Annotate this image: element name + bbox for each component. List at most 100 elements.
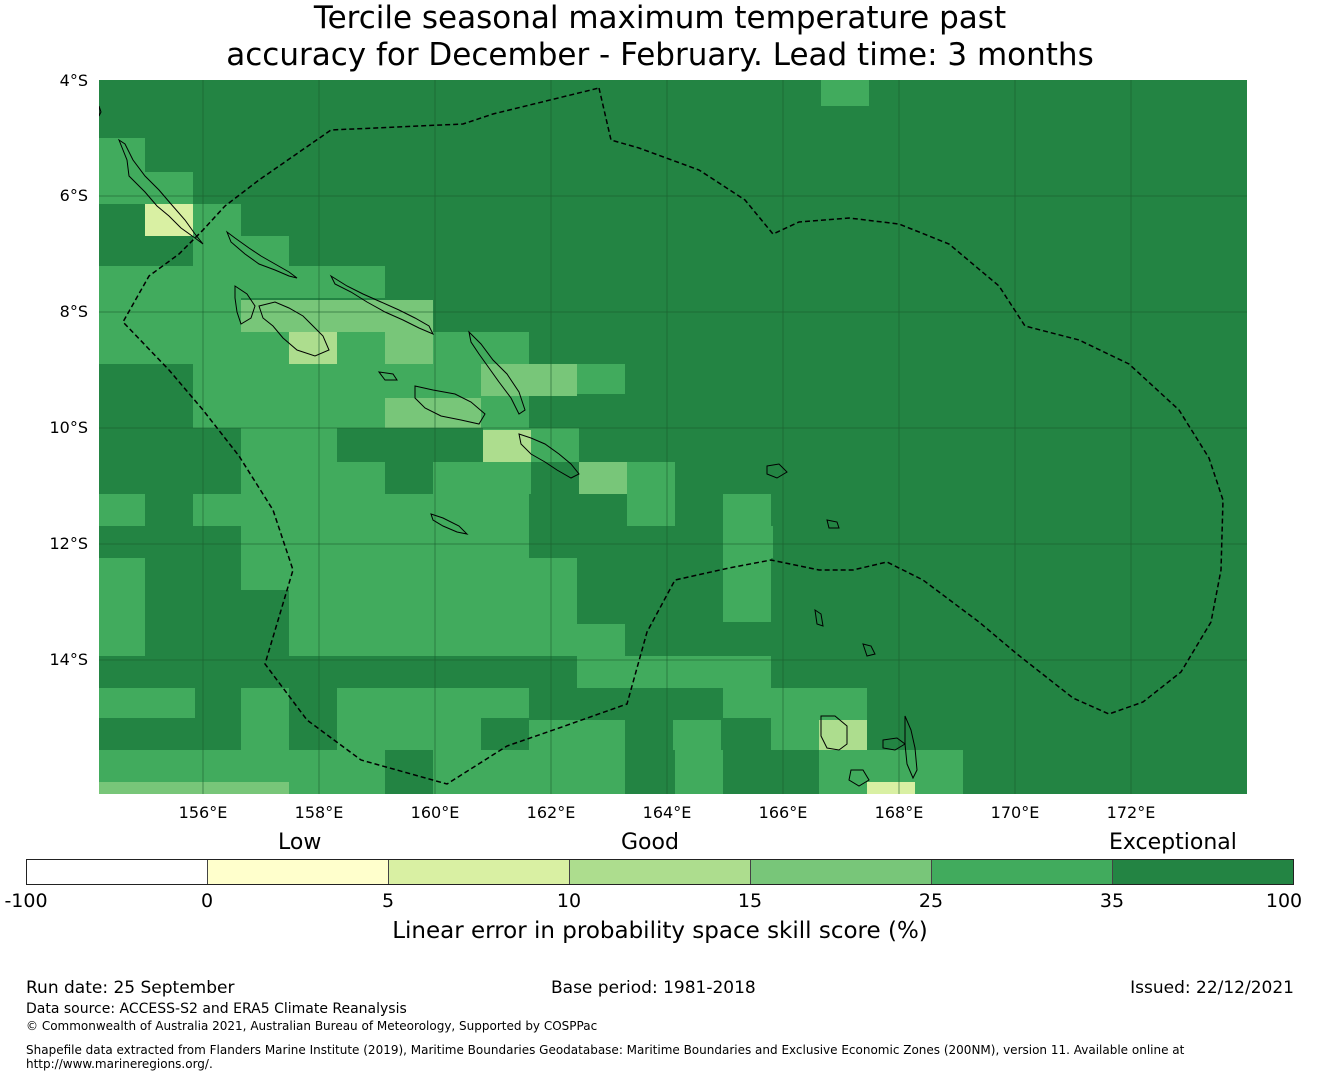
grid-cell bbox=[675, 750, 723, 794]
grid-cell bbox=[481, 494, 529, 558]
lat-label-12s: 12°S bbox=[49, 534, 88, 553]
coastline-islet bbox=[826, 519, 840, 529]
shapefile-credit-line-1: Shapefile data extracted from Flanders M… bbox=[26, 1043, 1185, 1057]
colorbar-tick: 25 bbox=[918, 890, 944, 912]
lon-label-168e: 168°E bbox=[874, 803, 924, 822]
grid-cell bbox=[579, 462, 627, 494]
grid-cell bbox=[529, 364, 577, 396]
grid-cell bbox=[241, 558, 289, 590]
grid-cell bbox=[915, 782, 963, 794]
colorbar-tick: 100 bbox=[1265, 890, 1303, 912]
lon-label-156e: 156°E bbox=[178, 803, 228, 822]
grid-cell bbox=[723, 494, 771, 526]
grid-cell bbox=[481, 398, 529, 428]
grid-cell bbox=[385, 332, 433, 364]
grid-cell bbox=[99, 138, 145, 204]
colorbar-segment bbox=[389, 860, 570, 884]
coastline-santa-isabel bbox=[329, 274, 435, 335]
colorbar bbox=[26, 859, 1294, 885]
coastline-banks bbox=[862, 643, 876, 657]
lat-label-14s: 14°S bbox=[49, 650, 88, 669]
coastline-malakula bbox=[882, 737, 906, 751]
grid-cell bbox=[99, 782, 289, 794]
lon-label-158e: 158°E bbox=[294, 803, 344, 822]
coastline-new-georgia bbox=[258, 301, 330, 357]
grid-cell bbox=[385, 364, 433, 398]
grid-cell bbox=[99, 688, 195, 718]
title-line-2: accuracy for December - February. Lead t… bbox=[226, 37, 1094, 73]
legend-category-exceptional: Exceptional bbox=[1109, 830, 1237, 855]
grid-cell bbox=[723, 656, 771, 718]
grid-cell bbox=[579, 656, 723, 688]
grid-cell bbox=[529, 590, 577, 656]
coastline-torres bbox=[814, 608, 824, 627]
coastline-choiseul bbox=[225, 230, 298, 279]
skill-grid-cells bbox=[99, 80, 963, 794]
coastline-makira bbox=[518, 433, 580, 479]
grid-cell bbox=[819, 720, 867, 750]
colorbar-segment bbox=[1113, 860, 1293, 884]
coastline-pentecost bbox=[904, 715, 918, 780]
colorbar-tick: -100 bbox=[4, 890, 48, 912]
grid-cell bbox=[481, 688, 529, 718]
colorbar-tick: 10 bbox=[556, 890, 582, 912]
grid-cell bbox=[337, 332, 385, 364]
grid-cell bbox=[289, 558, 529, 656]
grid-cell bbox=[481, 364, 529, 396]
lon-label-166e: 166°E bbox=[758, 803, 808, 822]
grid-cell bbox=[529, 720, 625, 750]
grid-cell bbox=[577, 364, 625, 394]
grid-cell bbox=[241, 300, 433, 332]
lat-label-6s: 6°S bbox=[59, 186, 88, 205]
grid-cell bbox=[193, 364, 385, 428]
lon-label-172e: 172°E bbox=[1106, 803, 1156, 822]
colorbar-label: Linear error in probability space skill … bbox=[392, 918, 928, 944]
coastlines bbox=[99, 105, 918, 787]
coastline-rennell bbox=[430, 513, 469, 535]
lon-label-170e: 170°E bbox=[990, 803, 1040, 822]
coastline-bougainville bbox=[117, 138, 204, 245]
grid-cell bbox=[193, 204, 241, 266]
colorbar-segment bbox=[932, 860, 1113, 884]
grid-cell bbox=[337, 688, 385, 720]
grid-cell bbox=[529, 558, 577, 590]
grid-cell bbox=[145, 332, 289, 364]
grid-cell bbox=[337, 720, 385, 750]
coastline-edge bbox=[99, 105, 102, 117]
grid-cell bbox=[821, 80, 869, 106]
grid-cell bbox=[723, 526, 771, 590]
coastline-guadalcanal bbox=[414, 385, 486, 425]
lat-label-8s: 8°S bbox=[59, 302, 88, 321]
data-source: Data source: ACCESS-S2 and ERA5 Climate … bbox=[26, 1001, 407, 1017]
grid-cell bbox=[241, 236, 289, 266]
lat-label-10s: 10°S bbox=[49, 418, 88, 437]
colorbar-tick: 0 bbox=[200, 890, 214, 912]
grid-cell bbox=[627, 494, 675, 526]
legend-category-low: Low bbox=[278, 830, 322, 855]
grid-cell bbox=[241, 428, 337, 494]
colorbar-segment bbox=[570, 860, 751, 884]
grid-cell bbox=[193, 266, 241, 298]
eez-boundary bbox=[122, 87, 1224, 785]
coastline-vella-lavella bbox=[234, 285, 256, 325]
coastline-ambrym bbox=[848, 769, 870, 787]
skill-score-map bbox=[99, 80, 1247, 794]
base-period: Base period: 1981-2018 bbox=[551, 978, 756, 998]
grid-cell bbox=[867, 782, 915, 794]
copyright-notice: © Commonwealth of Australia 2021, Austra… bbox=[26, 1019, 598, 1033]
grid-cell bbox=[723, 590, 771, 622]
colorbar-segment bbox=[751, 860, 932, 884]
grid-cell bbox=[627, 462, 675, 494]
grid-cell bbox=[99, 494, 145, 526]
grid-cell bbox=[385, 688, 481, 750]
coastline-russell-islands bbox=[377, 371, 398, 381]
grid-cell bbox=[385, 398, 481, 428]
grid-cell bbox=[241, 266, 289, 298]
grid-cell bbox=[193, 298, 241, 332]
colorbar-segment bbox=[208, 860, 389, 884]
grid-cell bbox=[433, 750, 625, 794]
grid-cell bbox=[193, 494, 241, 526]
colorbar-tick: 35 bbox=[1099, 890, 1125, 912]
coastline-espiritu-santo bbox=[820, 715, 848, 751]
title-line-1: Tercile seasonal maximum temperature pas… bbox=[313, 0, 1007, 36]
